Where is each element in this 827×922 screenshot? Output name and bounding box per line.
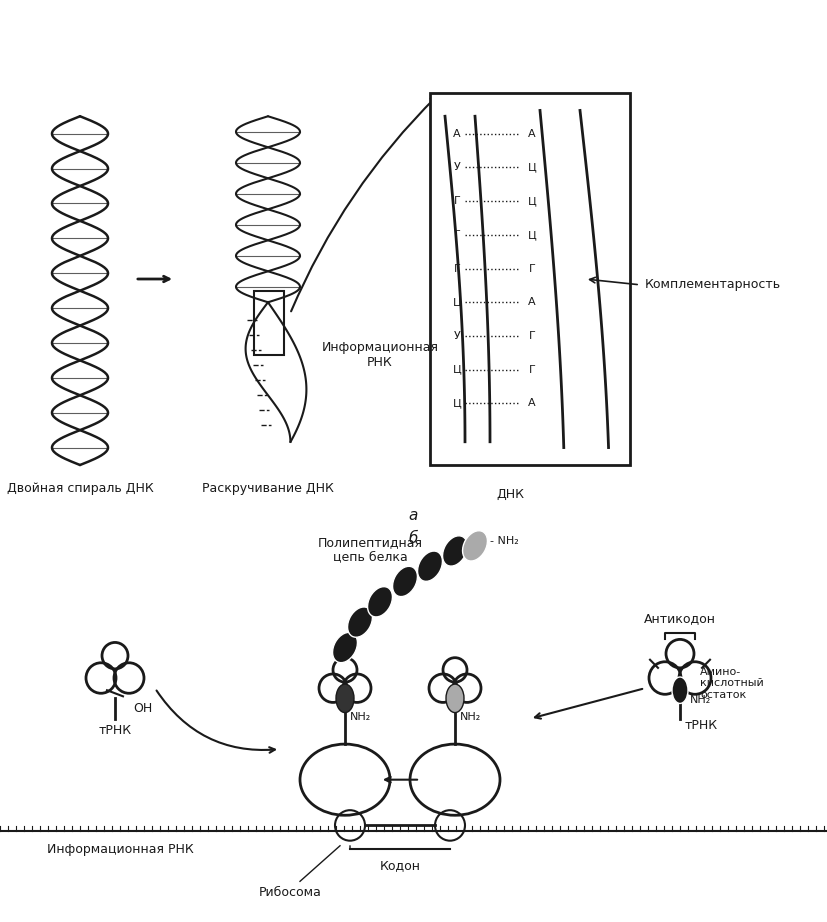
Ellipse shape xyxy=(462,531,487,561)
Text: NH₂: NH₂ xyxy=(460,712,481,722)
Text: Г: Г xyxy=(528,331,535,341)
Text: У: У xyxy=(454,162,461,172)
Ellipse shape xyxy=(336,684,354,713)
Ellipse shape xyxy=(347,607,372,637)
Text: Г: Г xyxy=(454,230,461,240)
Text: Ц: Ц xyxy=(452,398,461,408)
Text: тРНК: тРНК xyxy=(98,724,131,737)
Text: б: б xyxy=(409,531,418,546)
Text: NH₂: NH₂ xyxy=(690,695,711,705)
Ellipse shape xyxy=(367,586,393,617)
Text: - NH₂: - NH₂ xyxy=(490,536,519,546)
Text: ДНК: ДНК xyxy=(496,489,524,502)
Text: Г: Г xyxy=(454,196,461,207)
Text: NH₂: NH₂ xyxy=(350,712,371,722)
Text: Информационная РНК: Информационная РНК xyxy=(46,843,194,856)
Text: тРНК: тРНК xyxy=(685,718,718,732)
Text: Г: Г xyxy=(528,264,535,274)
Text: Информационная
РНК: Информационная РНК xyxy=(322,340,438,369)
Text: Г: Г xyxy=(454,264,461,274)
Ellipse shape xyxy=(672,677,688,703)
Ellipse shape xyxy=(442,536,467,566)
Bar xyxy=(254,290,284,355)
Bar xyxy=(430,93,630,465)
Text: Комплементарность: Комплементарность xyxy=(645,278,782,291)
Ellipse shape xyxy=(446,684,464,713)
Text: А: А xyxy=(453,129,461,138)
Text: Ц: Ц xyxy=(452,365,461,374)
Text: У: У xyxy=(454,331,461,341)
Text: Ц: Ц xyxy=(528,162,537,172)
Ellipse shape xyxy=(393,566,418,597)
Text: Раскручивание ДНК: Раскручивание ДНК xyxy=(202,482,334,495)
Text: Рибосома: Рибосома xyxy=(259,886,322,900)
Text: Двойная спираль ДНК: Двойная спираль ДНК xyxy=(7,482,153,495)
Text: А: А xyxy=(528,398,536,408)
Text: а: а xyxy=(409,508,418,523)
Text: Кодон: Кодон xyxy=(380,859,420,872)
Text: Антикодон: Антикодон xyxy=(644,612,716,625)
Ellipse shape xyxy=(332,632,357,663)
Text: Г: Г xyxy=(528,365,535,374)
Text: Ц: Ц xyxy=(452,297,461,307)
Text: Ц: Ц xyxy=(528,230,537,240)
Text: А: А xyxy=(528,129,536,138)
Text: ОН: ОН xyxy=(133,702,152,715)
Text: А: А xyxy=(528,297,536,307)
Text: Полипептидная
цепь белка: Полипептидная цепь белка xyxy=(318,536,423,563)
Text: Ц: Ц xyxy=(528,196,537,207)
Text: Амино-
кислотный
остаток: Амино- кислотный остаток xyxy=(700,667,764,700)
Ellipse shape xyxy=(418,551,442,582)
